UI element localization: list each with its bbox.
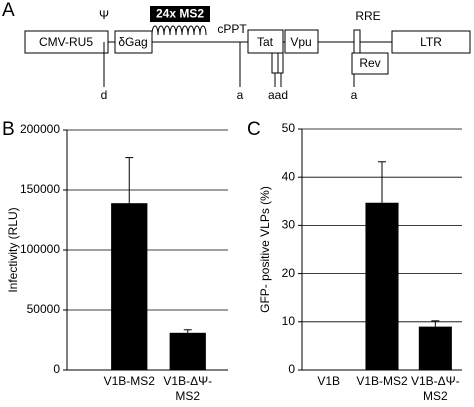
y-axis-label: GFP- positive VLPs (%) bbox=[258, 186, 272, 313]
gene-box bbox=[284, 29, 319, 54]
rre-label: RRE bbox=[355, 9, 380, 23]
psi-label: Ψ bbox=[99, 8, 109, 22]
y-tick-label: 150000 bbox=[20, 182, 60, 196]
y-tick-label: 100000 bbox=[20, 242, 60, 256]
diagram: A CMV-RU5 δGag Ψ d 24x MS2 cPPT a Tat Vp… bbox=[2, 0, 471, 102]
gene-label: Tat bbox=[257, 35, 274, 49]
x-tick-label: V1B-ΔΨ-MS2 bbox=[163, 374, 213, 403]
site-label: d bbox=[101, 88, 108, 102]
x-tick-label: V1B-ΔΨ-MS2 bbox=[410, 374, 460, 403]
gene-label: LTR bbox=[420, 35, 442, 49]
site-label: aad bbox=[268, 88, 288, 102]
y-tick-label: 200000 bbox=[20, 122, 60, 136]
x-tick-label: V1B-MS2 bbox=[103, 374, 155, 388]
x-tick-wrap: V1B-ΔΨ-MS2 bbox=[163, 374, 213, 403]
exon-box bbox=[353, 29, 361, 54]
cppt-label: cPPT bbox=[217, 22, 247, 36]
x-tick-wrap: V1B-ΔΨ-MS2 bbox=[410, 374, 460, 403]
bar bbox=[111, 203, 148, 370]
error-bar bbox=[183, 329, 192, 333]
x-tick-wrap: V1B-MS2 bbox=[356, 374, 408, 388]
x-tick-label: V1B bbox=[317, 374, 340, 388]
x-tick-wrap: V1B-MS2 bbox=[103, 374, 155, 388]
bar bbox=[169, 332, 206, 370]
gene-box bbox=[247, 29, 284, 54]
gene-label: Rev bbox=[359, 56, 380, 70]
gene-box bbox=[391, 30, 471, 54]
panel-label: C bbox=[247, 119, 261, 140]
y-tick-label: 0 bbox=[288, 362, 295, 376]
error-bar bbox=[378, 161, 386, 203]
bar bbox=[418, 326, 452, 370]
gene-label: Vpu bbox=[290, 35, 311, 49]
x-tick-label: V1B-MS2 bbox=[356, 374, 408, 388]
gene-box bbox=[114, 30, 153, 54]
y-tick-label: 0 bbox=[53, 362, 60, 376]
y-tick-label: 50 bbox=[282, 121, 296, 135]
bar bbox=[365, 202, 399, 370]
panel-label: A bbox=[2, 0, 15, 21]
exon-box bbox=[271, 52, 279, 74]
y-tick-label: 10 bbox=[282, 314, 296, 328]
exon-box bbox=[277, 52, 284, 74]
ms2-label: 24x MS2 bbox=[156, 7, 204, 21]
y-tick-label: 40 bbox=[282, 169, 296, 183]
error-bar bbox=[125, 157, 134, 204]
y-axis-label: Infectivity (RLU) bbox=[6, 207, 20, 292]
panel-label: B bbox=[2, 119, 15, 140]
site-label: a bbox=[237, 88, 244, 102]
gene-label: δGag bbox=[118, 35, 147, 49]
gene-box bbox=[351, 52, 389, 75]
site-label: a bbox=[351, 88, 358, 102]
ms2-loops bbox=[151, 25, 207, 36]
error-bar bbox=[431, 320, 440, 327]
y-tick-label: 30 bbox=[282, 218, 296, 232]
gene-box bbox=[24, 30, 109, 54]
y-tick-label: 50000 bbox=[27, 302, 61, 316]
gene-label: CMV-RU5 bbox=[39, 35, 93, 49]
y-tick-label: 20 bbox=[282, 266, 296, 280]
x-tick-wrap: V1B bbox=[317, 374, 340, 388]
ms2-box bbox=[150, 6, 210, 22]
